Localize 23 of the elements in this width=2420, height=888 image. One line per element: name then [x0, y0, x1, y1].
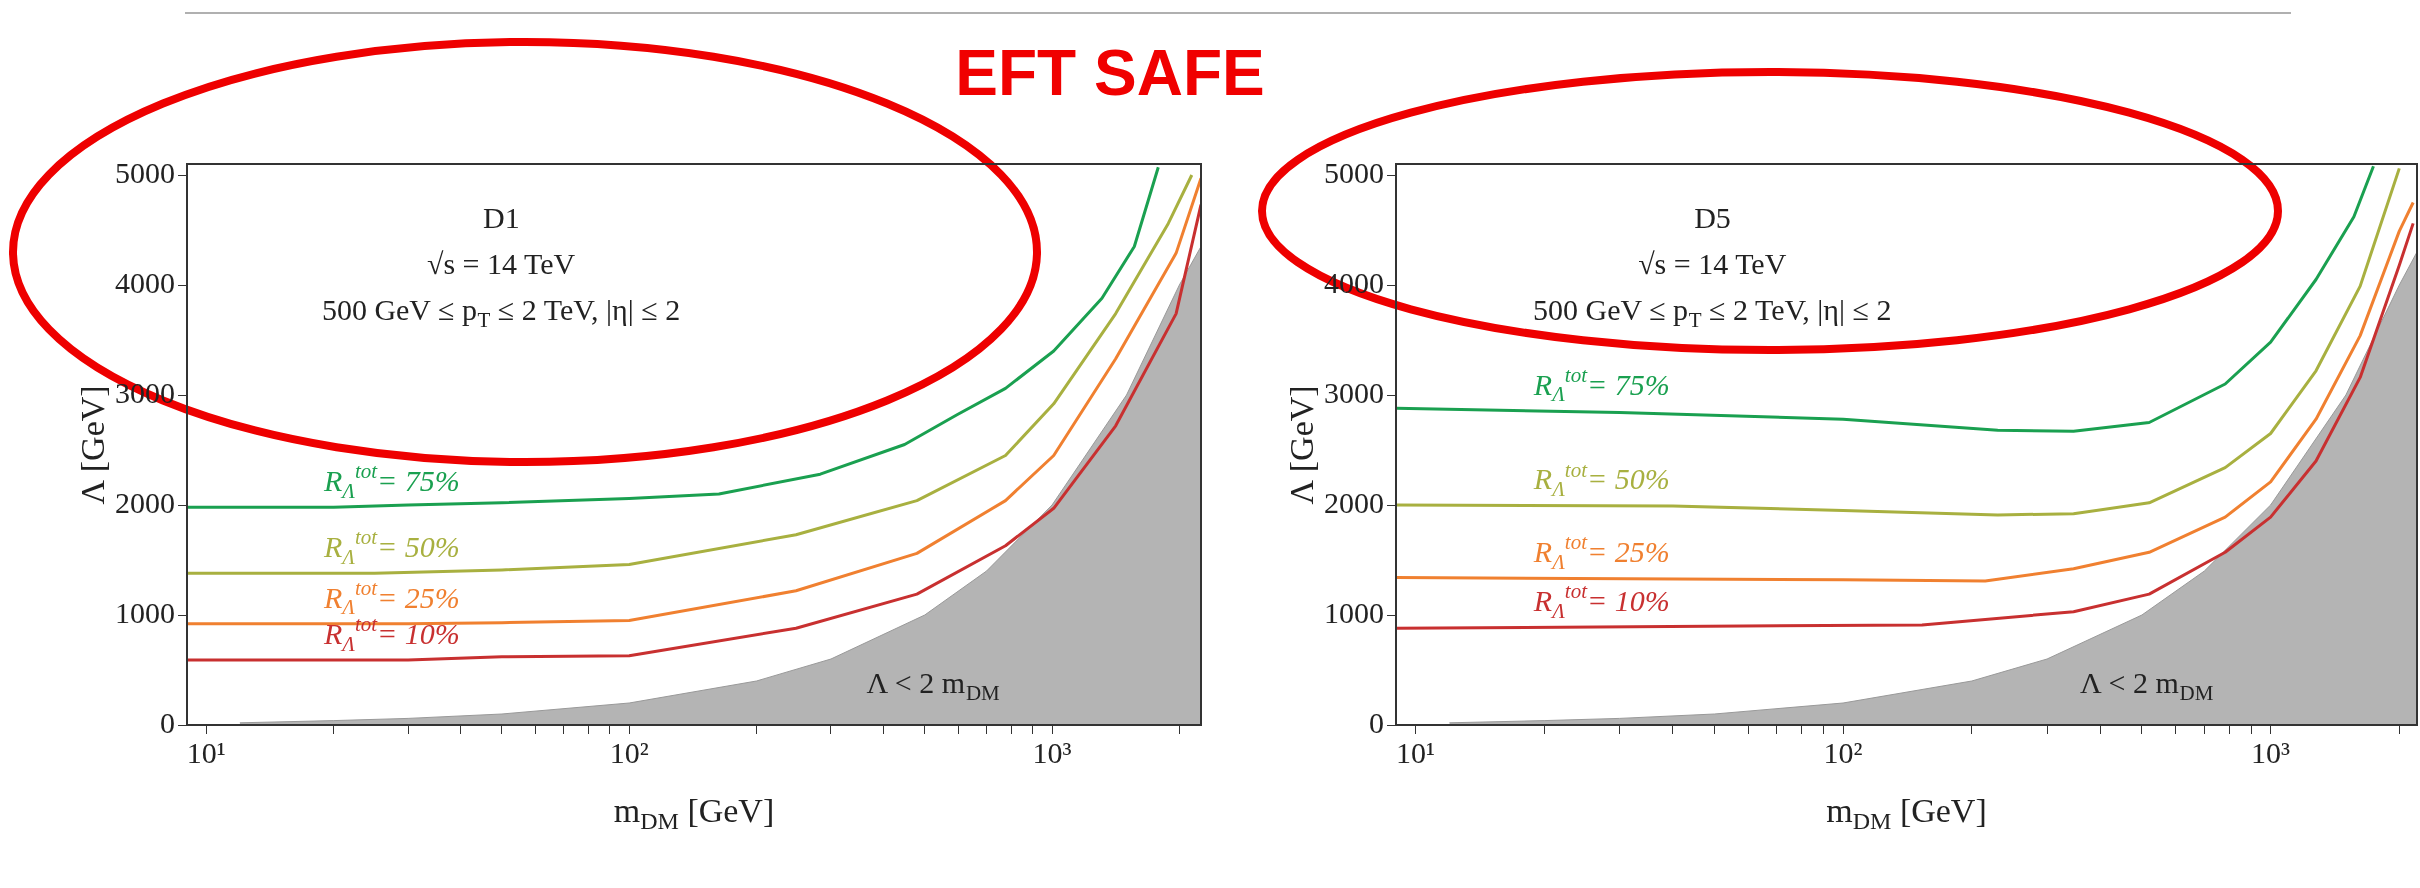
y-axis-title: Λ [GeV]: [1282, 385, 1320, 505]
y-axis-title: Λ [GeV]: [73, 385, 111, 505]
y-tick-label: 2000: [115, 485, 175, 519]
annotation: √s = 14 TeV: [1638, 246, 1787, 280]
y-tick-label: 1000: [1324, 595, 1384, 629]
x-tick-label: 10³: [2251, 735, 2291, 769]
y-tick-label: 1000: [115, 595, 175, 629]
x-tick-label: 10³: [1032, 735, 1072, 769]
y-tick-label: 3000: [1324, 375, 1384, 409]
x-tick-label: 10¹: [186, 735, 226, 769]
y-tick-label: 0: [1369, 705, 1384, 739]
x-tick-label: 10¹: [1396, 735, 1436, 769]
annotation: D1: [483, 200, 520, 234]
annotation: √s = 14 TeV: [426, 246, 576, 280]
x-tick-label: 10²: [609, 735, 649, 769]
chart-title: EFT SAFE: [954, 36, 1266, 110]
y-tick-label: 2000: [1324, 485, 1384, 519]
y-tick-label: 4000: [115, 265, 175, 299]
y-tick-label: 5000: [115, 155, 175, 189]
x-tick-label: 10²: [1823, 735, 1863, 769]
y-tick-label: 0: [160, 705, 175, 739]
annotation: D5: [1694, 200, 1731, 234]
y-tick-label: 5000: [1324, 155, 1384, 189]
